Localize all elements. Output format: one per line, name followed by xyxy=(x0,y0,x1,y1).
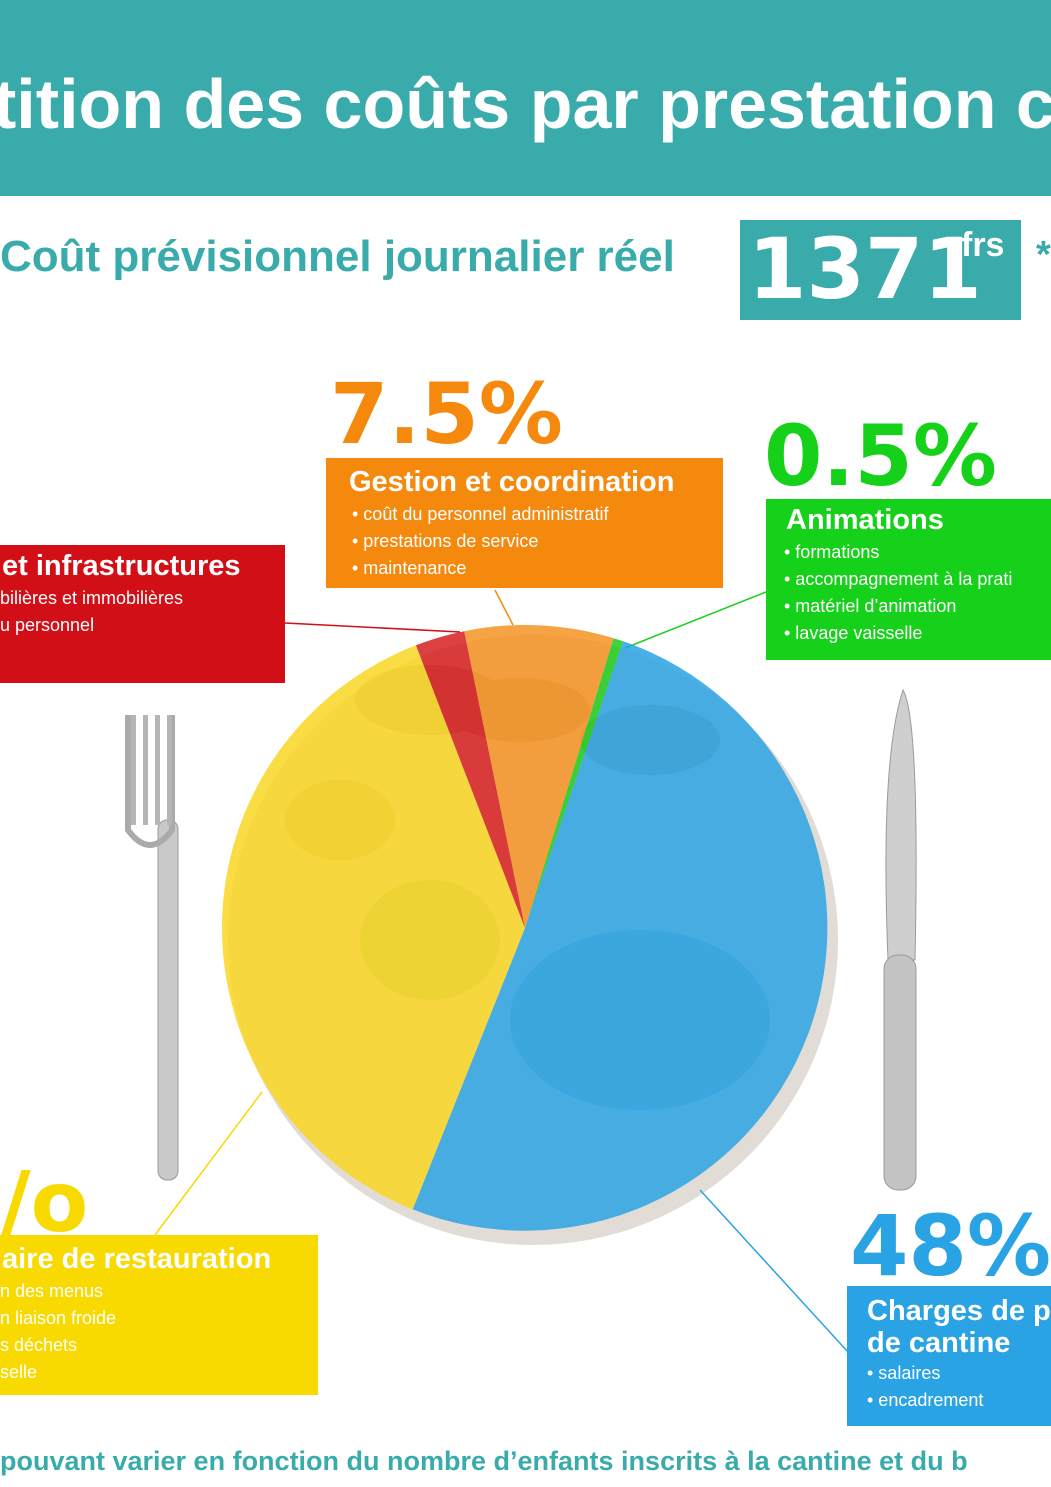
infra-item: u personnel xyxy=(0,614,95,635)
animations-item: • matériel d’animation xyxy=(784,595,957,616)
gestion-items: • coût du personnel administratif • pres… xyxy=(326,501,723,582)
leader-line-gestion xyxy=(494,589,514,626)
animations-title: Animations xyxy=(786,504,944,536)
page-title: tition des coûts par prestation cantine … xyxy=(0,65,1051,143)
infra-items: bilières et immobilières u personnel xyxy=(0,585,285,639)
price-value: 1371 xyxy=(748,220,982,318)
animations-items: • formations • accompagnement à la prati… xyxy=(766,539,1051,647)
pie-slice xyxy=(525,638,624,928)
footer-note: pouvant varier en fonction du nombre d’e… xyxy=(0,1446,968,1476)
pct-charges: 48% xyxy=(850,1204,1051,1288)
pct-charges-value: 48% xyxy=(850,1197,1051,1295)
label-box-gestion: Gestion et coordination • coût du person… xyxy=(326,458,723,588)
fork-handle-icon xyxy=(157,819,179,1181)
asterisk: * xyxy=(1036,234,1051,276)
animations-item: • accompagnement à la prati xyxy=(784,568,1013,589)
infra-title: et infrastructures xyxy=(2,550,241,582)
restauration-item: n des menus xyxy=(0,1280,104,1301)
fork-tine-icon xyxy=(155,715,160,825)
gestion-title: Gestion et coordination xyxy=(349,466,675,498)
label-box-restauration: aire de restauration n des menus n liais… xyxy=(0,1235,318,1395)
fork-tine-icon xyxy=(167,715,172,825)
charges-item: • salaires xyxy=(867,1362,941,1383)
restauration-title: aire de restauration xyxy=(2,1243,272,1275)
pct-restauration-value: /o xyxy=(0,1153,89,1251)
fork-head-icon xyxy=(125,715,175,848)
leader-line-restauration xyxy=(154,1091,263,1236)
leader-lines xyxy=(154,589,849,1353)
charges-items: • salaires • encadrement xyxy=(847,1360,1051,1414)
price-unit: frs xyxy=(961,226,1005,264)
charges-title-line2: de cantine xyxy=(867,1326,1011,1359)
charges-item: • encadrement xyxy=(867,1389,984,1410)
knife-handle-icon xyxy=(883,954,917,1191)
price-box: 1371 frs xyxy=(740,220,1021,320)
leader-line-animations xyxy=(624,591,767,649)
pie-slice xyxy=(464,625,614,928)
leader-line-infra xyxy=(284,622,461,633)
label-box-charges: Charges de p de cantine • salaires • enc… xyxy=(847,1286,1051,1426)
pct-gestion: 7.5% xyxy=(330,372,563,456)
restauration-item: n liaison froide xyxy=(0,1307,117,1328)
animations-item: • lavage vaisselle xyxy=(784,622,923,643)
subtitle-label: Coût prévisionnel journalier réel xyxy=(0,232,675,281)
knife-blade-icon xyxy=(885,688,917,961)
pie-slices xyxy=(221,625,828,1231)
pct-restauration: /o xyxy=(0,1160,88,1244)
leader-line-charges xyxy=(699,1189,849,1353)
pie-slice xyxy=(412,641,828,1231)
gestion-item: • coût du personnel administratif xyxy=(352,503,609,524)
fork-tine-icon xyxy=(131,715,136,825)
pct-animations-value: 0.5% xyxy=(764,407,997,505)
pie-slice xyxy=(415,631,525,928)
infra-item: bilières et immobilières xyxy=(0,587,184,608)
gestion-item: • prestations de service xyxy=(352,530,539,551)
pie-slice xyxy=(221,645,525,1210)
gestion-item: • maintenance xyxy=(352,557,467,578)
pct-animations: 0.5% xyxy=(764,414,997,498)
header-banner: tition des coûts par prestation cantine … xyxy=(0,0,1051,196)
pct-gestion-value: 7.5% xyxy=(330,365,563,463)
animations-item: • formations xyxy=(784,541,880,562)
label-box-infra: et infrastructures bilières et immobiliè… xyxy=(0,545,285,683)
restauration-items: n des menus n liaison froide s déchets s… xyxy=(0,1278,318,1386)
fork-tine-icon xyxy=(143,715,148,825)
restauration-item: selle xyxy=(0,1361,38,1382)
charges-title-line1: Charges de p xyxy=(867,1295,1051,1327)
label-box-animations: Animations • formations • accompagnement… xyxy=(766,499,1051,660)
restauration-item: s déchets xyxy=(0,1334,78,1355)
